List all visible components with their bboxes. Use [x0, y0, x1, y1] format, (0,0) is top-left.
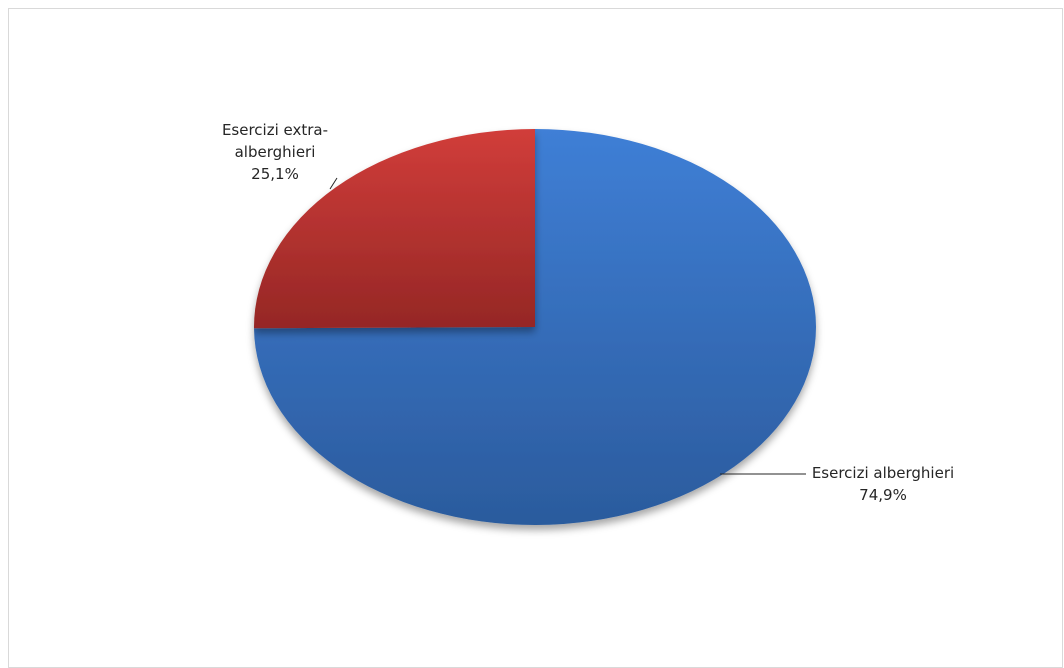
data-labels: Esercizi alberghieri 74,9% Esercizi extra-… — [222, 121, 954, 504]
data-label-line: alberghieri — [235, 143, 316, 161]
pie-chart: Esercizi alberghieri 74,9% Esercizi extra-… — [222, 121, 954, 525]
data-label-line: 25,1% — [251, 165, 299, 183]
data-label-0: Esercizi alberghieri 74,9% — [812, 464, 954, 504]
pie-slices — [254, 129, 816, 525]
leader-line-1 — [329, 177, 338, 190]
data-label-line: 74,9% — [859, 486, 907, 504]
pie-slice-esercizi-alberghieri — [254, 129, 816, 525]
leader-lines — [329, 177, 806, 475]
data-label-line: Esercizi alberghieri — [812, 464, 954, 482]
data-label-1: Esercizi extra-alberghieri 25,1% — [222, 121, 328, 183]
data-label-line: Esercizi extra- — [222, 121, 328, 139]
pie-slice-esercizi-extra-alberghieri — [254, 129, 535, 329]
